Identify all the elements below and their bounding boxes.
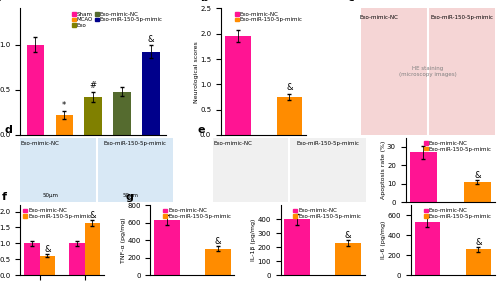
- Text: g: g: [125, 192, 133, 201]
- Bar: [410, 153, 437, 202]
- Legend: Exo-mimic-NC, Exo-miR-150-5p-mimic: Exo-mimic-NC, Exo-miR-150-5p-mimic: [234, 11, 304, 23]
- Bar: [24, 243, 40, 275]
- Text: *: *: [62, 101, 66, 110]
- Y-axis label: IL-1β (pg/mg): IL-1β (pg/mg): [251, 219, 256, 261]
- Bar: [225, 36, 250, 135]
- Bar: [142, 52, 160, 135]
- Bar: [466, 249, 491, 275]
- Bar: [415, 222, 440, 275]
- Text: c: c: [348, 0, 354, 3]
- Bar: [84, 223, 100, 275]
- Text: e: e: [198, 124, 205, 135]
- Y-axis label: Apoptosis rate (%): Apoptosis rate (%): [380, 141, 386, 199]
- Text: 50μm: 50μm: [122, 193, 138, 198]
- Bar: [84, 97, 102, 135]
- Text: &: &: [345, 231, 352, 240]
- Text: HE staining
(microscopy images): HE staining (microscopy images): [399, 66, 457, 77]
- Bar: [276, 97, 302, 135]
- Legend: Exo-mimic-NC, Exo-miR-150-5p-mimic: Exo-mimic-NC, Exo-miR-150-5p-mimic: [423, 140, 492, 152]
- Text: Exo-mimic-NC: Exo-mimic-NC: [20, 141, 59, 146]
- Text: 50μm: 50μm: [42, 193, 58, 198]
- Y-axis label: TNF-α (pg/mg): TNF-α (pg/mg): [120, 217, 126, 263]
- Text: &: &: [286, 83, 292, 92]
- Text: Exo-mimic-NC: Exo-mimic-NC: [214, 141, 252, 146]
- Text: &: &: [89, 211, 96, 220]
- Bar: [205, 249, 231, 275]
- Bar: [114, 92, 130, 135]
- Text: &: &: [474, 171, 480, 180]
- Text: Exo-mimic-NC: Exo-mimic-NC: [359, 15, 398, 20]
- Bar: [69, 243, 84, 275]
- Bar: [26, 45, 44, 135]
- Text: &: &: [44, 245, 51, 254]
- Legend: Exo-mimic-NC, Exo-miR-150-5p-mimic: Exo-mimic-NC, Exo-miR-150-5p-mimic: [423, 208, 492, 219]
- Bar: [154, 220, 180, 275]
- Y-axis label: Neurological scores: Neurological scores: [194, 41, 198, 103]
- Bar: [40, 256, 56, 275]
- Bar: [56, 115, 73, 135]
- Bar: [336, 243, 361, 275]
- Legend: Sham, MCAO, Exo, Exo-mimic-NC, Exo-miR-150-5p-mimic: Sham, MCAO, Exo, Exo-mimic-NC, Exo-miR-1…: [72, 11, 164, 28]
- Bar: [284, 219, 310, 275]
- Bar: [464, 182, 491, 202]
- Text: &: &: [475, 238, 482, 247]
- Text: &: &: [214, 237, 221, 246]
- Text: Exo-miR-150-5p-mimic: Exo-miR-150-5p-mimic: [104, 141, 166, 146]
- Text: f: f: [2, 192, 6, 201]
- Text: Exo-miR-150-5p-mimic: Exo-miR-150-5p-mimic: [296, 141, 359, 146]
- Text: Exo-miR-150-5p-mimic: Exo-miR-150-5p-mimic: [430, 15, 493, 20]
- Text: &: &: [148, 35, 154, 44]
- Text: #: #: [90, 81, 96, 90]
- Y-axis label: IL-6 (pg/mg): IL-6 (pg/mg): [382, 221, 386, 259]
- Legend: Exo-mimic-NC, Exo-miR-150-5p-mimic: Exo-mimic-NC, Exo-miR-150-5p-mimic: [293, 208, 362, 219]
- Text: d: d: [4, 124, 12, 135]
- Text: b: b: [200, 0, 207, 3]
- Legend: Exo-mimic-NC, Exo-miR-150-5p-mimic: Exo-mimic-NC, Exo-miR-150-5p-mimic: [23, 208, 92, 219]
- Text: a: a: [0, 0, 1, 3]
- Legend: Exo-mimic-NC, Exo-miR-150-5p-mimic: Exo-mimic-NC, Exo-miR-150-5p-mimic: [162, 208, 232, 219]
